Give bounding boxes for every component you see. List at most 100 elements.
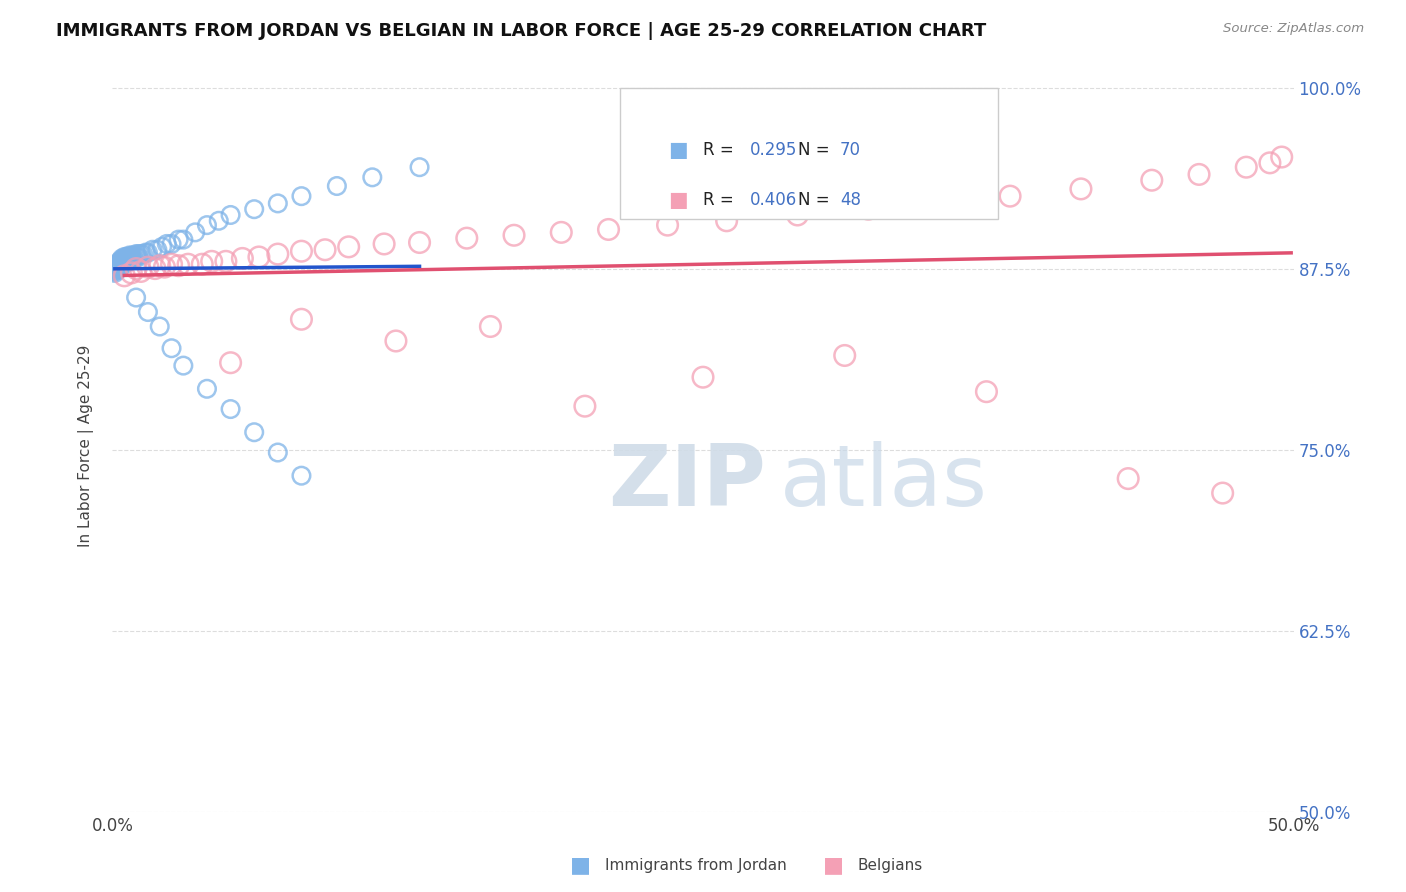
Point	[243, 425, 266, 440]
Point	[132, 247, 155, 261]
Point	[1212, 486, 1234, 500]
Point	[373, 236, 395, 251]
Point	[195, 218, 218, 232]
Point	[928, 196, 950, 211]
Point	[104, 263, 127, 277]
Point	[115, 252, 138, 266]
Point	[104, 266, 127, 280]
Point	[692, 370, 714, 384]
Point	[142, 243, 165, 257]
Point	[326, 179, 349, 194]
Y-axis label: In Labor Force | Age 25-29: In Labor Force | Age 25-29	[77, 345, 94, 547]
Point	[153, 260, 176, 274]
Point	[118, 252, 141, 266]
Text: ■: ■	[823, 855, 844, 875]
Text: 0.295: 0.295	[749, 141, 797, 159]
Point	[104, 260, 127, 274]
Point	[125, 247, 148, 261]
Point	[120, 252, 142, 267]
Point	[598, 222, 620, 236]
Point	[125, 261, 148, 276]
Point	[858, 202, 880, 217]
Point	[111, 252, 134, 266]
Point	[172, 359, 194, 373]
Point	[1258, 156, 1281, 170]
Point	[177, 257, 200, 271]
Point	[167, 233, 190, 247]
Point	[1116, 472, 1139, 486]
Point	[156, 236, 179, 251]
Point	[120, 266, 142, 280]
Point	[129, 264, 152, 278]
Point	[574, 399, 596, 413]
Point	[219, 208, 242, 222]
Point	[111, 252, 134, 267]
Point	[550, 225, 572, 239]
Point	[120, 250, 142, 264]
Point	[105, 257, 128, 271]
Point	[108, 259, 131, 273]
Point	[112, 268, 135, 283]
Point	[104, 261, 127, 276]
Point	[127, 250, 149, 264]
Point	[160, 257, 183, 271]
Point	[231, 252, 253, 266]
Point	[149, 259, 172, 273]
Text: 70: 70	[839, 141, 860, 159]
Text: atlas: atlas	[780, 441, 988, 524]
Text: N =: N =	[797, 191, 835, 209]
Point	[191, 257, 214, 271]
Point	[657, 218, 679, 232]
Text: Immigrants from Jordan: Immigrants from Jordan	[605, 858, 786, 872]
Text: ■: ■	[668, 140, 688, 160]
Point	[115, 254, 138, 268]
Point	[108, 256, 131, 270]
Point	[167, 259, 190, 273]
Point	[105, 263, 128, 277]
Point	[290, 468, 312, 483]
Point	[1271, 150, 1294, 164]
Point	[267, 196, 290, 211]
Text: ZIP: ZIP	[609, 441, 766, 524]
Point	[136, 260, 159, 274]
Point	[122, 252, 145, 266]
Point	[290, 189, 312, 203]
Point	[111, 254, 134, 268]
Point	[195, 382, 218, 396]
Point	[184, 225, 207, 239]
Point	[129, 247, 152, 261]
Point	[243, 202, 266, 217]
Point	[160, 236, 183, 251]
Point	[219, 356, 242, 370]
Point	[125, 250, 148, 264]
Point	[115, 250, 138, 264]
Point	[456, 231, 478, 245]
Point	[122, 248, 145, 262]
Point	[127, 247, 149, 261]
Point	[125, 291, 148, 305]
Point	[834, 349, 856, 363]
Point	[1188, 168, 1211, 182]
Point	[503, 228, 526, 243]
Point	[786, 208, 808, 222]
Point	[219, 402, 242, 417]
Point	[215, 254, 238, 268]
Point	[105, 260, 128, 274]
Point	[337, 240, 360, 254]
Point	[108, 257, 131, 271]
Text: IMMIGRANTS FROM JORDAN VS BELGIAN IN LABOR FORCE | AGE 25-29 CORRELATION CHART: IMMIGRANTS FROM JORDAN VS BELGIAN IN LAB…	[56, 22, 987, 40]
Point	[361, 170, 384, 185]
Point	[112, 257, 135, 271]
Text: 0.406: 0.406	[749, 191, 797, 209]
Point	[112, 254, 135, 268]
Text: ■: ■	[569, 855, 591, 875]
Point	[1234, 160, 1257, 174]
Point	[118, 254, 141, 268]
Point	[108, 254, 131, 268]
Point	[385, 334, 408, 348]
Point	[136, 245, 159, 260]
Point	[149, 319, 172, 334]
Point	[104, 264, 127, 278]
Point	[105, 261, 128, 276]
Point	[112, 250, 135, 264]
